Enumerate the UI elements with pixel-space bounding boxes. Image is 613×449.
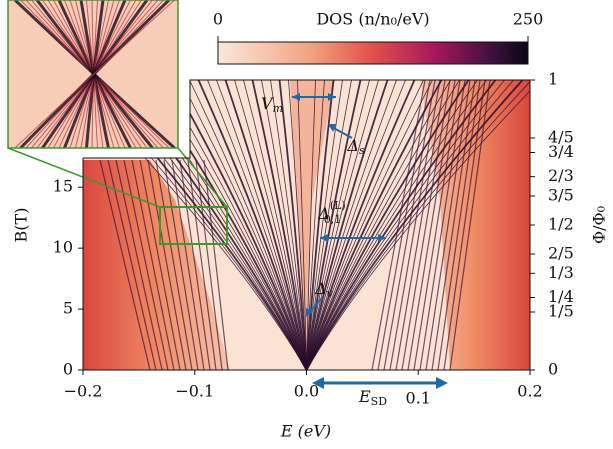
y2-tick-label: 1/4 bbox=[548, 287, 574, 306]
y2-axis-label: Φ/Φ₀ bbox=[590, 206, 609, 244]
x-tick-label: 0.0 bbox=[294, 382, 319, 401]
annotation-sub: v bbox=[327, 287, 334, 300]
y2-tick-label: 1 bbox=[548, 70, 558, 89]
y2-tick-label: 2/3 bbox=[548, 166, 574, 185]
annotation-text: E bbox=[358, 387, 371, 406]
y2-tick-label: 4/5 bbox=[548, 128, 574, 147]
x-tick-label: 0.1 bbox=[406, 389, 431, 408]
annotation-text: Δ bbox=[346, 136, 359, 155]
colorbar bbox=[218, 42, 528, 64]
colorbar-tick-label: 0 bbox=[213, 10, 223, 29]
x-tick-label: −0.1 bbox=[175, 382, 214, 401]
arrow-head bbox=[436, 377, 448, 389]
y-tick-label: 10 bbox=[53, 238, 73, 257]
y-tick-label: 15 bbox=[53, 177, 73, 196]
annotation-sub: SD bbox=[371, 395, 388, 408]
y2-tick-label: 1/3 bbox=[548, 263, 574, 282]
y2-tick-label: 3/5 bbox=[548, 186, 574, 205]
y-tick-label: 0 bbox=[63, 360, 73, 379]
inset bbox=[8, 0, 178, 148]
annotation-sub: 0,1 bbox=[324, 213, 342, 226]
annotation-sub: m bbox=[273, 102, 283, 115]
x-axis-label: E (eV) bbox=[280, 422, 331, 441]
y2-tick-label: 2/5 bbox=[548, 244, 574, 263]
y2-tick-label: 1/2 bbox=[548, 215, 574, 234]
figure: DOS (n/n₀/eV) E (eV) B(T) Φ/Φ₀ −0.2 −0.1 0… bbox=[0, 0, 613, 449]
annotation-text: Δ bbox=[314, 279, 327, 298]
x-tick-label: 0.2 bbox=[517, 382, 542, 401]
annotation-sub: s bbox=[359, 144, 365, 157]
colorbar-label: DOS (n/n₀/eV) bbox=[316, 10, 429, 29]
colorbar-tick-label: 250 bbox=[513, 10, 544, 29]
y-axis-label: B(T) bbox=[12, 208, 31, 243]
annotation-sup: (L) bbox=[330, 199, 346, 212]
x-tick-label: −0.2 bbox=[64, 382, 103, 401]
y2-tick-label: 0 bbox=[548, 360, 558, 379]
annotation: ESD bbox=[358, 387, 387, 409]
y-tick-label: 5 bbox=[63, 299, 73, 318]
